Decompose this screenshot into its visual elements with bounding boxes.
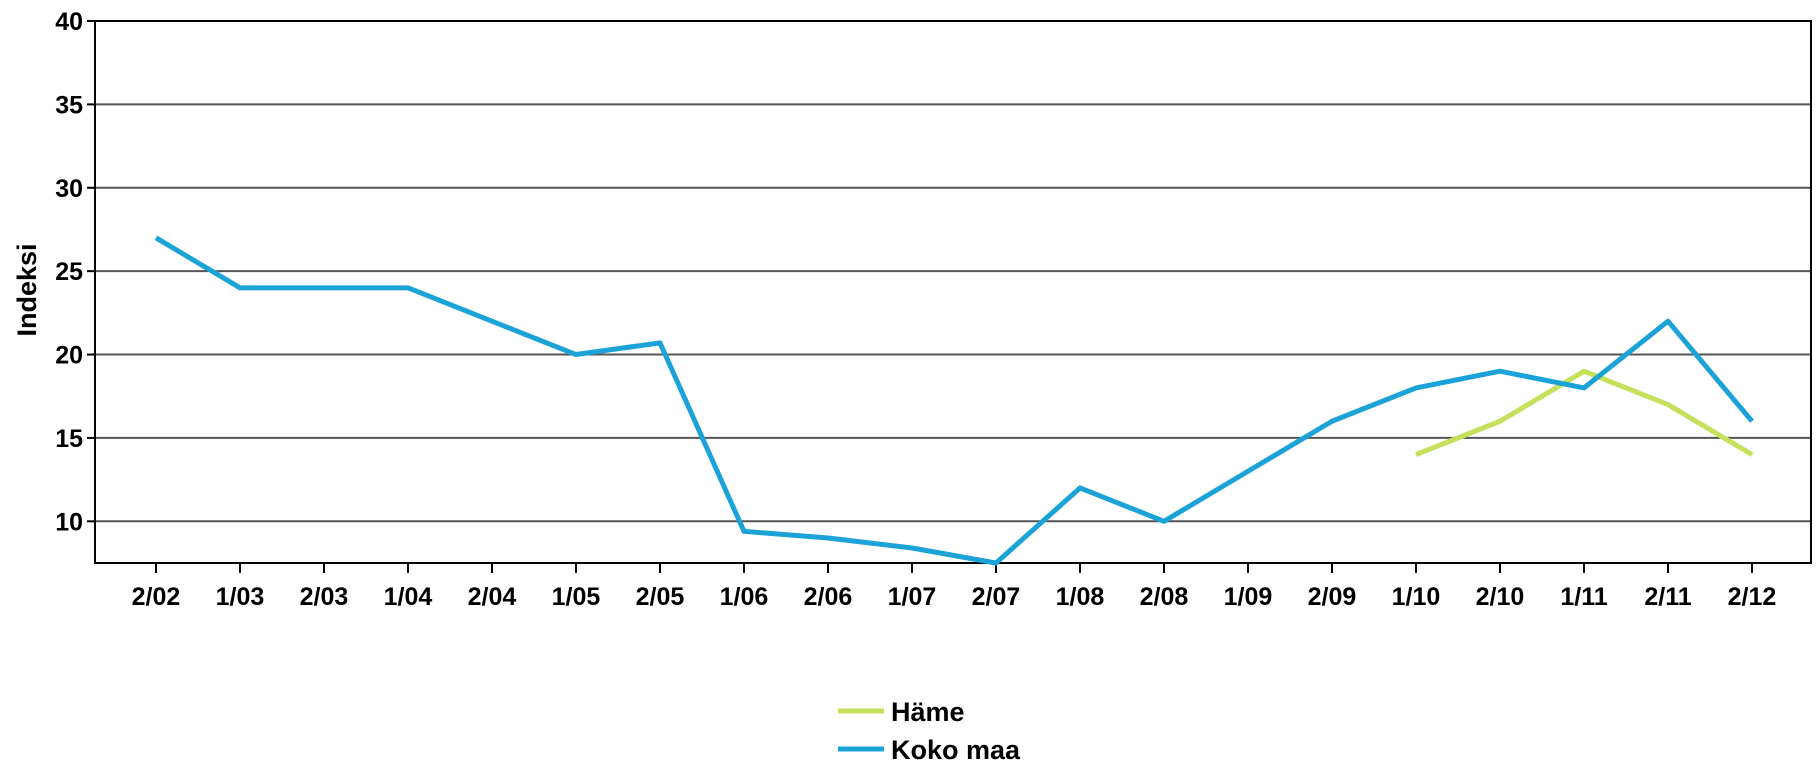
y-tick-label: 40 xyxy=(55,8,83,36)
y-tick-label: 25 xyxy=(55,258,83,286)
x-tick-label: 1/07 xyxy=(888,583,937,611)
x-tick-label: 2/03 xyxy=(300,583,349,611)
x-tick-label: 2/02 xyxy=(132,583,181,611)
x-tick-label: 2/12 xyxy=(1728,583,1777,611)
x-tick-label: 1/04 xyxy=(384,583,433,611)
x-tick-label: 2/08 xyxy=(1140,583,1189,611)
x-tick-label: 2/04 xyxy=(468,583,517,611)
x-tick-label: 1/10 xyxy=(1392,583,1441,611)
x-tick-label: 1/09 xyxy=(1224,583,1273,611)
x-tick-label: 1/05 xyxy=(552,583,601,611)
y-tick-label: 30 xyxy=(55,175,83,203)
series-line-koko-maa xyxy=(154,235,1754,566)
y-axis-title: Indeksi xyxy=(12,243,42,336)
plot-frame xyxy=(94,20,1812,564)
legend: Häme Koko maa xyxy=(838,697,1021,765)
x-tick-label: 1/08 xyxy=(1056,583,1105,611)
x-tick-label: 1/03 xyxy=(216,583,265,611)
x-tick-label: 2/06 xyxy=(804,583,853,611)
x-tick-label: 1/11 xyxy=(1560,583,1607,611)
axes: 10 15 20 25 30 35 40 2/02 1/03 2/03 1/04 2/04 1/05 2/… xyxy=(55,8,1812,611)
x-tick-label: 2/10 xyxy=(1476,583,1525,611)
series-lines xyxy=(154,235,1754,566)
x-tick-label: 2/07 xyxy=(972,583,1021,611)
y-tick-label: 15 xyxy=(55,425,83,453)
y-tick-label: 20 xyxy=(55,342,83,370)
legend-label: Koko maa xyxy=(891,735,1021,765)
y-tick-label: 10 xyxy=(55,508,83,536)
x-tick-label: 2/05 xyxy=(636,583,685,611)
legend-label: Häme xyxy=(891,697,965,727)
y-tick-label: 35 xyxy=(55,91,83,119)
x-tick-label: 2/09 xyxy=(1308,583,1357,611)
gridlines xyxy=(95,20,1811,523)
series-line-h-me xyxy=(1415,368,1754,457)
x-tick-label: 2/11 xyxy=(1644,583,1691,611)
x-tick-label: 1/06 xyxy=(720,583,769,611)
